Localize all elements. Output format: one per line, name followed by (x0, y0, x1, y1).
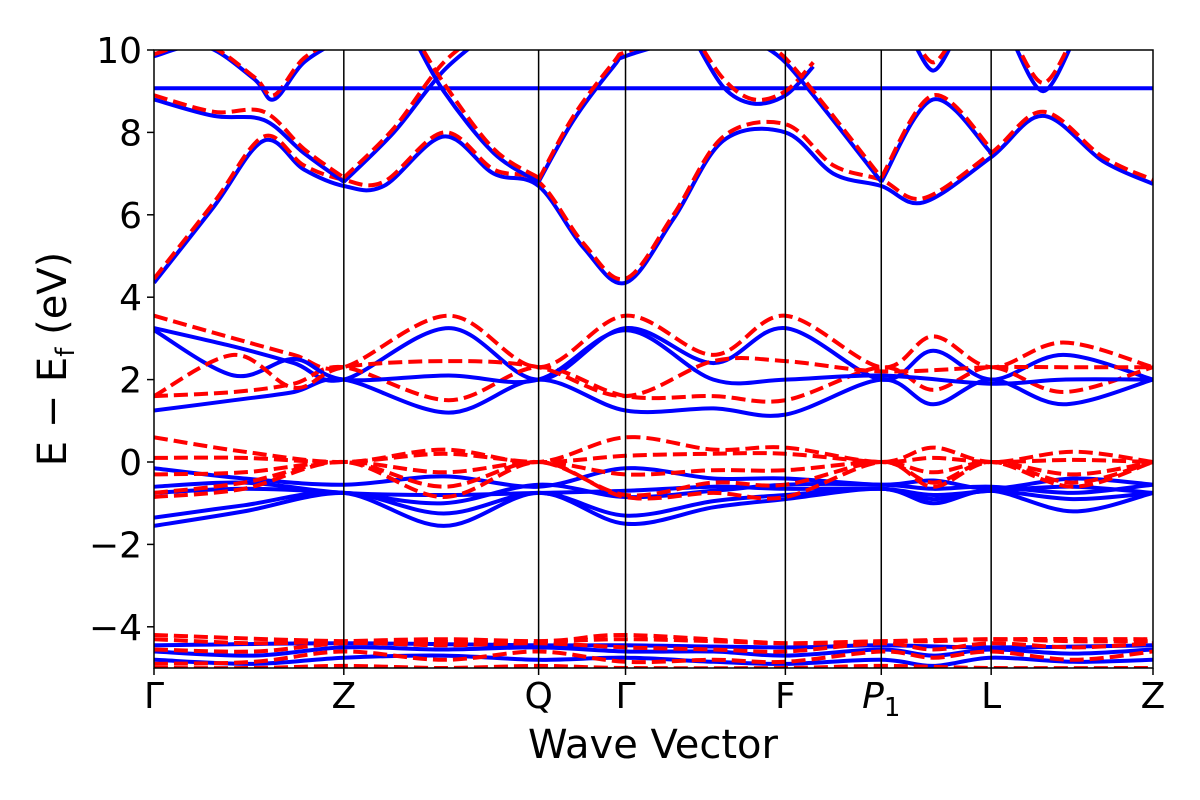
band-line-dashed-20 (918, 50, 948, 65)
band-line-solid-0 (154, 113, 1153, 286)
y-tick-label-6: −2 (89, 525, 142, 566)
band-line-dashed-12 (536, 50, 638, 181)
kpoint-lines (343, 50, 992, 668)
y-axis-label-sub: f (51, 347, 81, 357)
band-line-dashed-16 (772, 50, 883, 179)
band-line-dashed-24 (154, 313, 1153, 371)
x-tick-label-7: Z (1141, 676, 1166, 717)
x-tick-label-6: L (981, 676, 1001, 717)
band-line-solid-19 (915, 50, 952, 73)
x-tick-label-2: Q (524, 676, 552, 717)
x-tick-label-0: Γ (144, 676, 164, 717)
band-line-solid-9 (417, 50, 540, 184)
y-axis-label-main: E − E (30, 357, 76, 467)
y-tick-label-3: 4 (119, 278, 142, 319)
plot-frame (153, 49, 1154, 669)
x-tick-label-1: Z (331, 676, 356, 717)
band-line-solid-11 (536, 50, 652, 183)
band-line-dashed-26 (154, 364, 1153, 404)
band-line-solid-13 (698, 50, 815, 106)
y-tick-label-2: 6 (119, 196, 142, 237)
x-axis-ticks: Γ Z Q Γ F P1 L Z (144, 668, 1165, 723)
series-layer (154, 50, 1153, 668)
band-line-dashed-35 (154, 451, 1153, 465)
band-line-dashed-1 (154, 109, 1153, 282)
band-line-dashed-10 (420, 50, 540, 180)
x-tick-label-3: Γ (615, 676, 635, 717)
band-line-dashed-34 (154, 435, 1153, 465)
y-axis-label: E − Ef (eV) (30, 252, 81, 467)
band-line-solid-15 (766, 50, 883, 184)
y-axis-ticks: 10 8 6 4 2 0 −2 −4 (89, 31, 154, 649)
band-line-dashed-6 (154, 93, 345, 180)
x-tick-label-4: F (775, 676, 796, 717)
band-line-solid-23 (154, 326, 1153, 383)
band-line-dashed-18 (879, 93, 993, 179)
band-line-solid-7 (342, 50, 471, 184)
band-line-dashed-8 (342, 50, 461, 180)
y-tick-label-0: 10 (96, 31, 142, 72)
band-line-dashed-43 (154, 637, 1153, 646)
x-axis-label: Wave Vector (528, 722, 779, 768)
x-tick-label-5: P1 (862, 676, 900, 723)
band-line-solid-21 (1014, 50, 1072, 94)
y-tick-label-7: −4 (89, 608, 142, 649)
band-line-solid-2 (154, 50, 326, 102)
band-line-dashed-14 (701, 50, 815, 102)
y-tick-label-4: 2 (119, 361, 142, 402)
band-line-dashed-3 (154, 50, 320, 98)
y-tick-label-5: 0 (119, 443, 142, 484)
band-line-solid-5 (154, 97, 345, 184)
y-axis-label-unit: (eV) (30, 252, 76, 348)
band-line-solid-25 (154, 377, 1153, 418)
y-tick-label-1: 8 (119, 113, 142, 154)
